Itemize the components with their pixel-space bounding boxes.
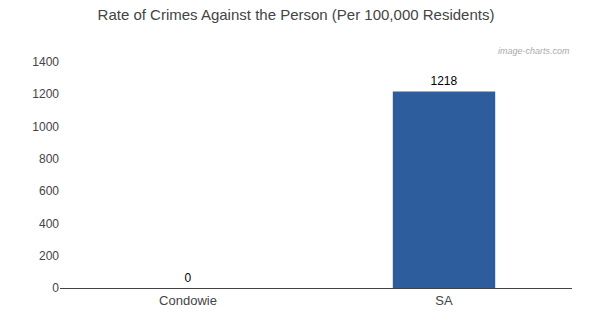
svg-text:1218: 1218 (430, 74, 457, 88)
svg-text:Condowie: Condowie (159, 293, 217, 308)
svg-text:200: 200 (39, 249, 59, 263)
svg-text:Rate of Crimes Against the Per: Rate of Crimes Against the Person (Per 1… (98, 6, 495, 23)
svg-text:image-charts.com: image-charts.com (498, 46, 570, 56)
svg-text:1400: 1400 (32, 55, 59, 69)
svg-text:1000: 1000 (32, 120, 59, 134)
svg-text:0: 0 (185, 271, 192, 285)
svg-text:0: 0 (52, 281, 59, 295)
svg-text:1200: 1200 (32, 87, 59, 101)
svg-text:600: 600 (39, 184, 59, 198)
svg-text:400: 400 (39, 217, 59, 231)
svg-text:800: 800 (39, 152, 59, 166)
svg-text:SA: SA (435, 293, 453, 308)
